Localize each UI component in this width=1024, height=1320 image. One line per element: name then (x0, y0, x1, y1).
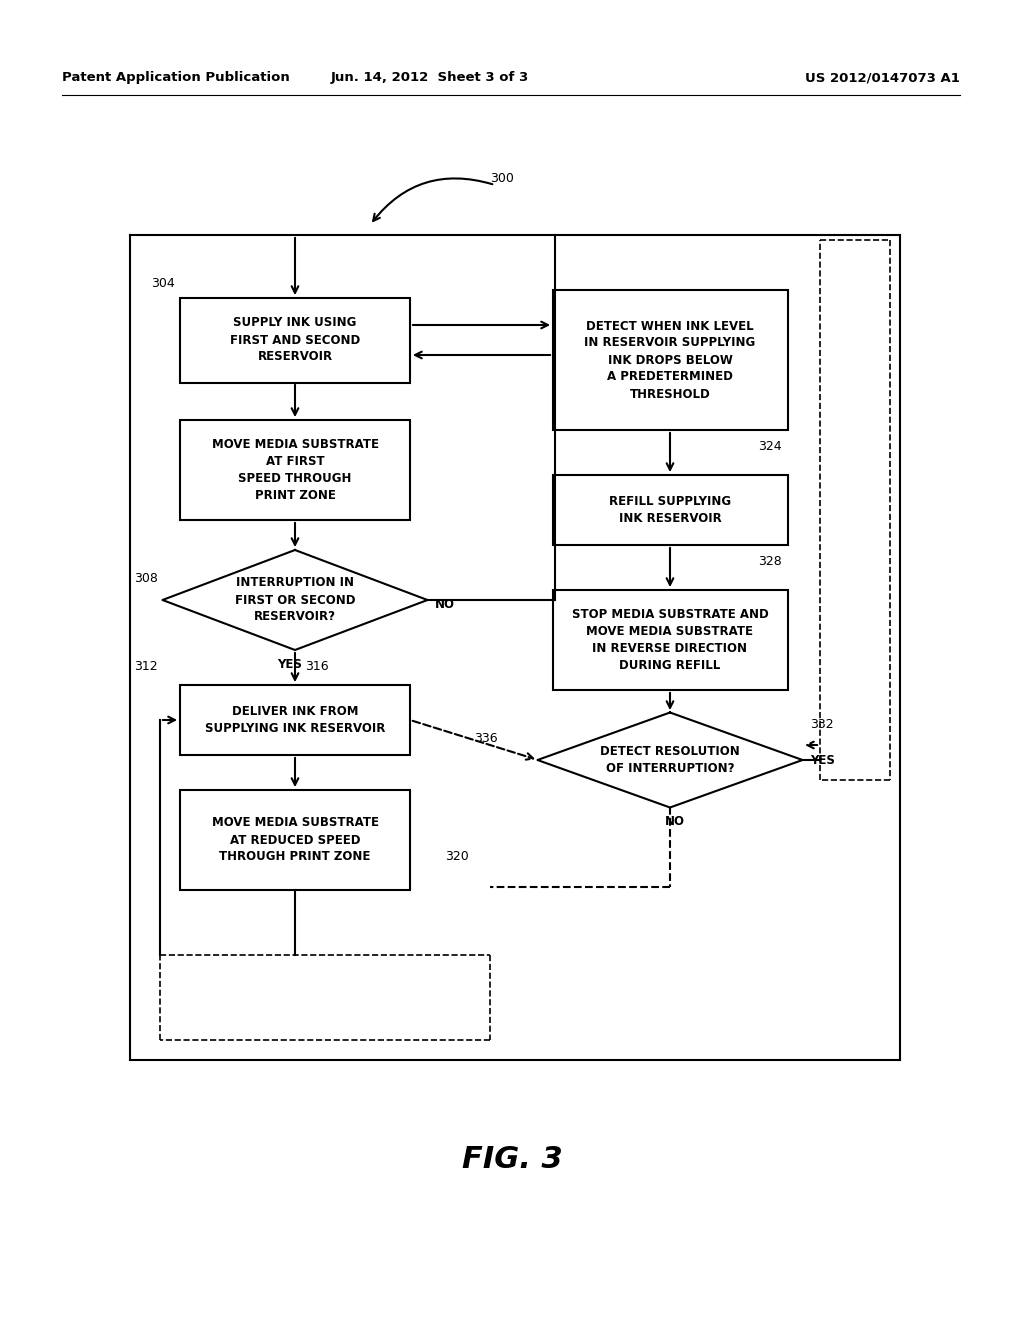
Text: REFILL SUPPLYING
INK RESERVOIR: REFILL SUPPLYING INK RESERVOIR (609, 495, 731, 525)
Text: 308: 308 (134, 572, 158, 585)
Bar (553, 475, 787, 545)
Text: NO: NO (435, 598, 455, 611)
Bar (180, 297, 410, 383)
Text: YES: YES (810, 754, 835, 767)
Text: US 2012/0147073 A1: US 2012/0147073 A1 (805, 71, 961, 84)
Polygon shape (538, 713, 803, 808)
Text: 316: 316 (305, 660, 329, 673)
Text: MOVE MEDIA SUBSTRATE
AT REDUCED SPEED
THROUGH PRINT ZONE: MOVE MEDIA SUBSTRATE AT REDUCED SPEED TH… (212, 817, 379, 863)
Text: SUPPLY INK USING
FIRST AND SECOND
RESERVOIR: SUPPLY INK USING FIRST AND SECOND RESERV… (229, 317, 360, 363)
Text: FIG. 3: FIG. 3 (462, 1146, 562, 1175)
Text: YES: YES (278, 657, 302, 671)
Text: 328: 328 (758, 554, 782, 568)
Bar (180, 685, 410, 755)
Bar (180, 789, 410, 890)
Text: MOVE MEDIA SUBSTRATE
AT FIRST
SPEED THROUGH
PRINT ZONE: MOVE MEDIA SUBSTRATE AT FIRST SPEED THRO… (212, 438, 379, 502)
Text: NO: NO (665, 814, 685, 828)
Bar (553, 290, 787, 430)
Polygon shape (163, 550, 427, 649)
Text: STOP MEDIA SUBSTRATE AND
MOVE MEDIA SUBSTRATE
IN REVERSE DIRECTION
DURING REFILL: STOP MEDIA SUBSTRATE AND MOVE MEDIA SUBS… (571, 609, 768, 672)
Text: 332: 332 (810, 718, 834, 731)
Text: Patent Application Publication: Patent Application Publication (62, 71, 290, 84)
Text: DETECT RESOLUTION
OF INTERRUPTION?: DETECT RESOLUTION OF INTERRUPTION? (600, 744, 740, 775)
Text: 336: 336 (474, 733, 498, 744)
Text: DETECT WHEN INK LEVEL
IN RESERVOIR SUPPLYING
INK DROPS BELOW
A PREDETERMINED
THR: DETECT WHEN INK LEVEL IN RESERVOIR SUPPL… (585, 319, 756, 400)
Text: INTERRUPTION IN
FIRST OR SECOND
RESERVOIR?: INTERRUPTION IN FIRST OR SECOND RESERVOI… (234, 577, 355, 623)
Bar (180, 420, 410, 520)
Text: 300: 300 (490, 172, 514, 185)
Text: 304: 304 (152, 277, 175, 290)
Text: Jun. 14, 2012  Sheet 3 of 3: Jun. 14, 2012 Sheet 3 of 3 (331, 71, 529, 84)
Text: 324: 324 (759, 440, 782, 453)
Text: 312: 312 (134, 660, 158, 673)
Text: 320: 320 (445, 850, 469, 863)
Text: DELIVER INK FROM
SUPPLYING INK RESERVOIR: DELIVER INK FROM SUPPLYING INK RESERVOIR (205, 705, 385, 735)
Bar (553, 590, 787, 690)
